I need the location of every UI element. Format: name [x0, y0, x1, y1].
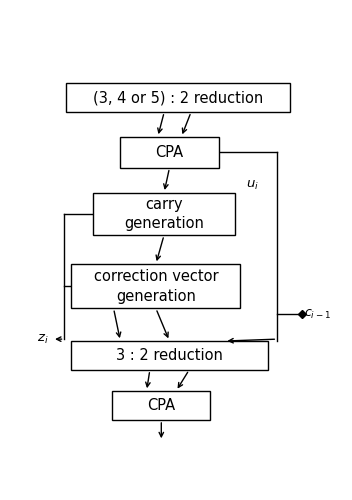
Text: CPA: CPA	[147, 398, 175, 413]
Bar	[112, 391, 210, 420]
Text: $u_i$: $u_i$	[246, 180, 259, 192]
Bar	[120, 137, 219, 168]
Bar	[71, 264, 240, 308]
Text: CPA: CPA	[156, 145, 183, 160]
Bar	[71, 341, 268, 370]
Text: correction vector
generation: correction vector generation	[94, 269, 218, 304]
Text: (3, 4 or 5) : 2 reduction: (3, 4 or 5) : 2 reduction	[93, 90, 263, 105]
Text: $z_i$: $z_i$	[37, 332, 48, 345]
Bar	[93, 193, 235, 235]
Text: carry
generation: carry generation	[124, 196, 204, 232]
Text: $c_{i-1}$: $c_{i-1}$	[304, 308, 331, 320]
Bar	[66, 83, 289, 112]
Text: 3 : 2 reduction: 3 : 2 reduction	[116, 348, 223, 363]
